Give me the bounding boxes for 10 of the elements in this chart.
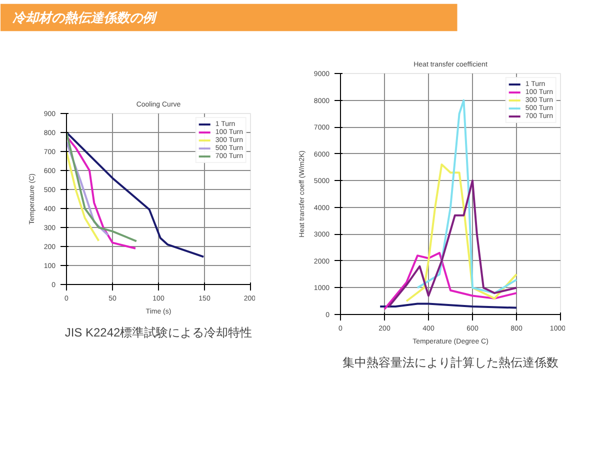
text: 冷却材の熱伝達係数の例 (12, 10, 158, 25)
line-series (66, 150, 100, 242)
line-series (406, 164, 518, 302)
line-series (66, 132, 205, 258)
line-series (416, 99, 518, 294)
line-series (384, 252, 518, 310)
text: JIS K2242標準試験による冷却特性 (64, 326, 252, 340)
text: 集中熱容量法により計算した熱伝達係数 (342, 356, 558, 370)
line-series (388, 180, 518, 308)
line-series (66, 141, 109, 236)
